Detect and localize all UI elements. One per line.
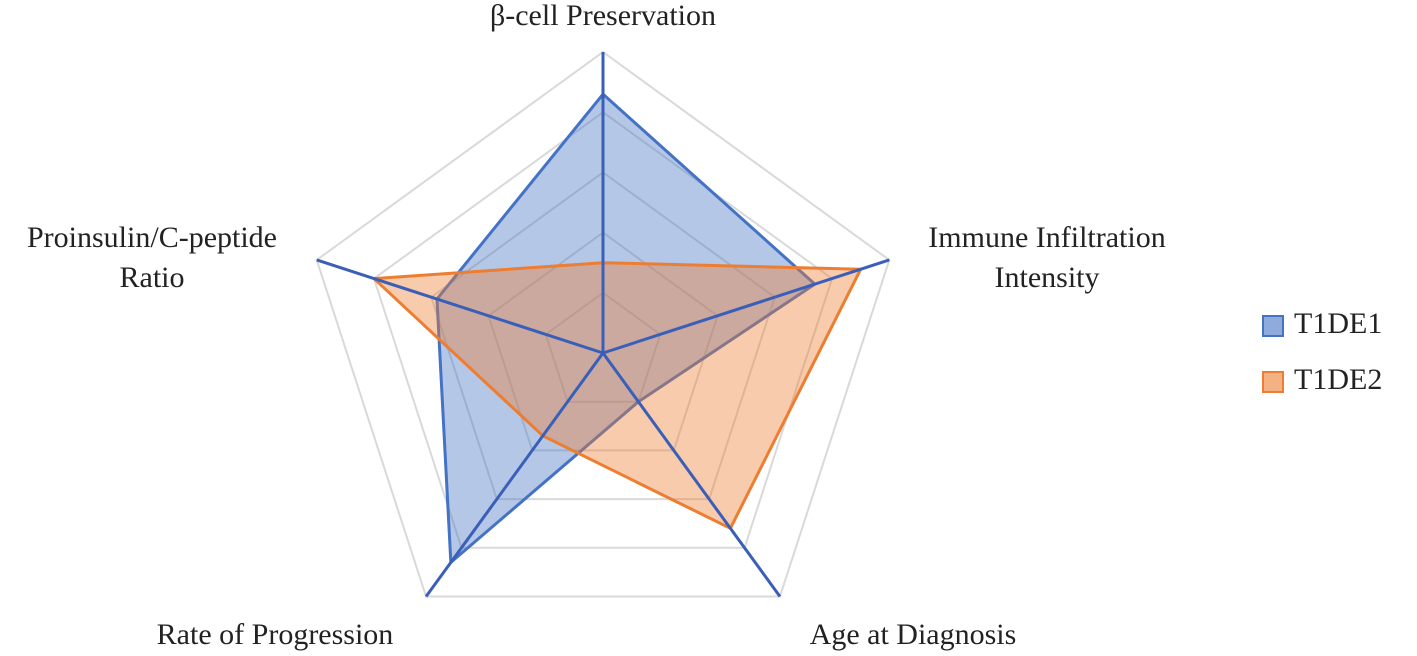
grid-ring	[544, 291, 662, 403]
grid-ring	[372, 110, 834, 549]
legend-label: T1DE1	[1294, 307, 1383, 340]
axis-spoke	[602, 258, 890, 355]
axis-spoke	[316, 258, 604, 355]
axis-spoke	[424, 352, 605, 598]
axis-label: Rate of Progression	[156, 618, 394, 651]
axis-label: Immune Infiltration Intensity	[928, 221, 1166, 294]
axis-spoke	[601, 352, 782, 598]
axis-label: Age at Diagnosis	[809, 618, 1017, 651]
series-area	[372, 261, 863, 530]
legend-label: T1DE2	[1294, 363, 1383, 396]
legend-swatch	[1262, 371, 1284, 393]
legend-swatch	[1262, 315, 1284, 337]
axis-label: Proinsulin/C-peptide Ratio	[27, 221, 277, 294]
grid-ring	[487, 231, 719, 452]
series-area	[435, 92, 817, 564]
axis-label: β-cell Preservation	[489, 0, 716, 32]
grid-ring	[315, 50, 891, 598]
grid-ring	[430, 171, 776, 501]
